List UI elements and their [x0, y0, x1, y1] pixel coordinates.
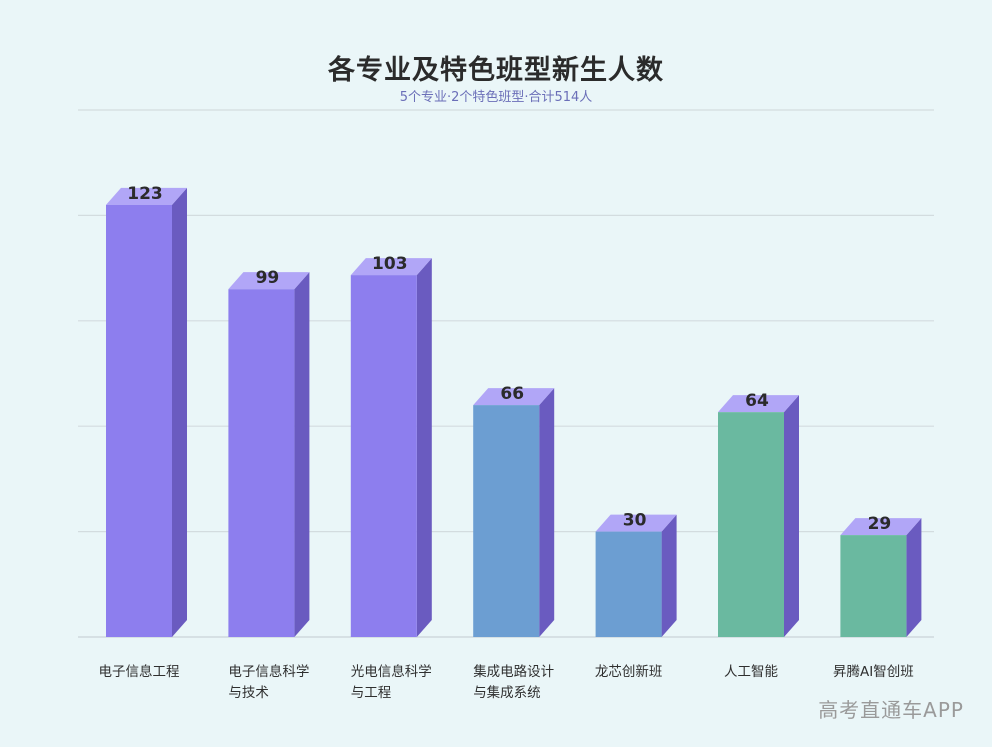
bar-top — [228, 272, 310, 290]
bar-top — [718, 395, 799, 413]
bar — [473, 405, 540, 637]
data-label: 30 — [623, 511, 647, 531]
bar-top — [106, 187, 187, 205]
category-label: 龙芯创新班 — [595, 664, 663, 680]
bar-top — [473, 388, 555, 406]
bar-side — [539, 388, 555, 637]
bar-side — [784, 395, 799, 637]
bar — [595, 531, 662, 637]
category-label: 集成电路设计 — [473, 664, 554, 680]
bar-side — [661, 514, 677, 637]
data-label: 99 — [256, 268, 280, 288]
bar — [350, 275, 417, 637]
bar-top — [350, 258, 432, 276]
bar-side — [172, 187, 187, 638]
bar — [106, 204, 172, 638]
watermark: 高考直通车APP — [818, 698, 964, 722]
bar-side — [294, 272, 310, 637]
data-label: 29 — [868, 514, 892, 534]
category-label: 光电信息科学 — [351, 663, 432, 680]
chart-subtitle: 5个专业·2个特色班型·合计514人 — [399, 90, 593, 105]
bar-side — [906, 518, 922, 637]
category-label: 电子信息科学 — [228, 663, 309, 680]
data-label: 66 — [500, 384, 524, 404]
category-label: 电子信息工程 — [99, 663, 180, 680]
category-label: 与集成系统 — [473, 685, 541, 701]
category-label: 与技术 — [228, 685, 269, 701]
category-label: 昇腾AI智创班 — [833, 663, 914, 680]
data-label: 123 — [127, 184, 163, 204]
bar-top — [840, 518, 922, 536]
category-label: 与工程 — [351, 685, 392, 701]
bar — [840, 535, 907, 637]
bar — [718, 412, 784, 637]
data-label: 103 — [372, 254, 408, 274]
category-label: 人工智能 — [724, 664, 778, 680]
bar-top — [595, 514, 677, 532]
bar-side — [416, 258, 432, 637]
data-label: 64 — [745, 391, 769, 411]
chart-title: 各专业及特色班型新生人数 — [328, 55, 664, 86]
bar — [228, 289, 295, 637]
